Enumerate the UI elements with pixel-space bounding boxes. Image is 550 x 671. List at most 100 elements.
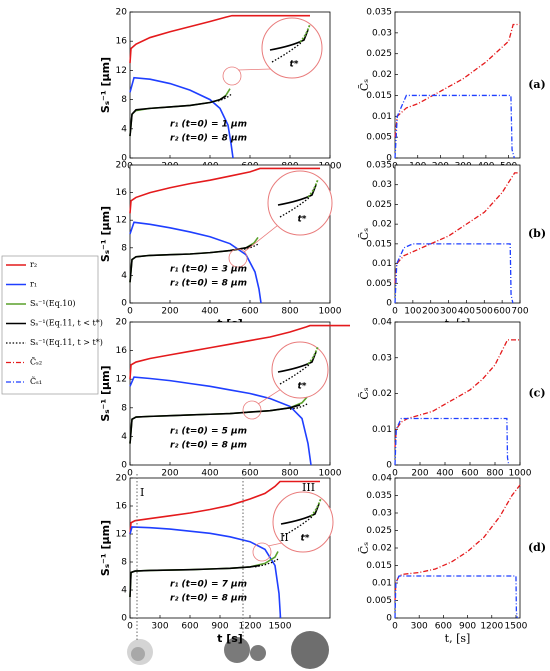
x-tick-label: 200 [411, 469, 428, 479]
x-tick-label: 600 [241, 469, 258, 479]
sphere [224, 637, 250, 663]
y-tick-label: 0.01 [372, 579, 392, 589]
zoom-connector [237, 68, 272, 71]
x-tick-label: 100 [404, 307, 421, 317]
x-axis-label: t [s] [217, 632, 243, 645]
y-tick-label: 0 [386, 154, 392, 164]
x-tick-label: 400 [201, 469, 218, 479]
series-line [289, 402, 309, 410]
series-line [129, 14, 310, 64]
x-tick-label: 300 [440, 307, 457, 317]
inset-curve [277, 351, 317, 373]
legend-label: r₁ [30, 280, 37, 289]
y-tick-label: 20 [116, 161, 128, 171]
panel-label: (c) [528, 387, 545, 400]
annotation: r₂ (t=0) = 8 μm [170, 279, 247, 289]
x-tick-label: 600 [181, 622, 198, 632]
x-tick-label: 0 [127, 622, 133, 632]
y-tick-label: 0.03 [372, 509, 392, 519]
series-line [394, 94, 515, 159]
y-axis-label: C̃ₛ [358, 387, 371, 399]
inset-curve [271, 41, 303, 63]
chart: 0 4 8 12 16 20 0 300 600 900 1200 1500 t [s] Sₛ⁻¹ [μm… [99, 474, 334, 645]
annotation: t* [297, 382, 306, 392]
y-tick-label: 0.01 [372, 259, 392, 269]
plot-area [394, 321, 521, 466]
y-tick-label: 0.01 [372, 112, 392, 122]
annotation: r₁ (t=0) = 3 μm [170, 265, 247, 275]
inset-curve [279, 363, 311, 385]
x-tick-label: 0 [392, 307, 398, 317]
y-tick-label: 4 [121, 124, 127, 134]
series-line [394, 23, 520, 138]
x-tick-label: 900 [211, 622, 228, 632]
annotation: r₁ (t=0) = 5 μm [170, 427, 247, 437]
sphere-illustrations [127, 631, 329, 669]
x-axis-label: t, [s] [445, 632, 471, 645]
x-tick-label: 200 [161, 469, 178, 479]
y-tick-label: 8 [121, 95, 127, 105]
chart: 0 0.005 0.01 0.015 0.02 0.025 0.03 0.035 0.04 0 30… [358, 474, 546, 646]
y-tick-label: 12 [116, 66, 127, 76]
annotation: II [280, 531, 289, 544]
annotation: I [140, 486, 144, 499]
y-tick-label: 4 [121, 271, 127, 281]
y-tick-label: 16 [116, 502, 128, 512]
x-tick-label: 1000 [319, 307, 342, 317]
sphere [250, 645, 266, 661]
y-tick-label: 20 [116, 474, 128, 484]
sphere [131, 647, 145, 661]
series-line [129, 221, 262, 304]
inset-curve [280, 503, 320, 525]
y-axis-label: Sₛ⁻¹ [μm] [99, 520, 112, 576]
y-tick-label: 0 [121, 461, 127, 471]
x-tick-label: 200 [422, 307, 439, 317]
y-tick-label: 0 [121, 154, 127, 164]
x-tick-label: 800 [281, 307, 298, 317]
y-tick-label: 8 [121, 403, 127, 413]
x-tick-label: 400 [458, 307, 475, 317]
y-tick-label: 0.025 [366, 526, 392, 536]
y-tick-label: 0.015 [366, 239, 392, 249]
y-tick-label: 0 [386, 614, 392, 624]
series-line [394, 243, 514, 304]
x-tick-label: 600 [435, 622, 452, 632]
x-tick-label: 500 [476, 307, 493, 317]
y-tick-label: 0.03 [372, 353, 392, 363]
y-tick-label: 16 [116, 37, 128, 47]
chart: 00.010.020.030.0402004006008001000t, [s]… [358, 318, 546, 493]
series-line [129, 324, 350, 380]
y-tick-label: 8 [121, 558, 127, 568]
y-axis-label: Sₛ⁻¹ [μm] [99, 365, 112, 421]
y-tick-label: 0.025 [366, 49, 392, 59]
legend: r₂ r₁ Sₛ⁻¹(Eq.10) Sₛ⁻¹(Eq.11, t < t*) Sₛ⁻¹(E… [1, 255, 103, 395]
y-tick-label: 0.02 [372, 70, 392, 80]
y-tick-label: 16 [116, 188, 128, 198]
x-tick-label: 700 [511, 307, 528, 317]
legend-label: Sₛ⁻¹(Eq.10) [30, 299, 76, 308]
chart: 04812162002004006008001000t [s]Sₛ⁻¹ [μm]… [99, 8, 342, 186]
y-axis-label: C̃ₛ [358, 79, 371, 91]
y-tick-label: 0.005 [366, 596, 392, 606]
y-tick-label: 12 [116, 375, 127, 385]
y-tick-label: 0.035 [366, 161, 392, 171]
chart: 04812162002004006008001000t [s]Sₛ⁻¹ [μm]… [99, 318, 350, 492]
y-tick-label: 8 [121, 243, 127, 253]
x-tick-label: 0 [127, 469, 133, 479]
y-tick-label: 0.035 [366, 8, 392, 18]
y-tick-label: 0.015 [366, 91, 392, 101]
x-tick-label: 800 [281, 469, 298, 479]
series-line [129, 167, 320, 214]
y-tick-label: 0.04 [372, 474, 392, 484]
y-tick-label: 0.03 [372, 180, 392, 190]
y-axis-label: C̃ₛ [358, 228, 371, 240]
y-tick-label: 0.02 [372, 389, 392, 399]
x-tick-label: 1200 [480, 622, 503, 632]
y-tick-label: 12 [116, 216, 127, 226]
series-line [129, 376, 312, 466]
annotation: t* [300, 534, 309, 544]
y-tick-label: 0.035 [366, 491, 392, 501]
inset-curve [277, 184, 317, 206]
y-tick-label: 0 [386, 299, 392, 309]
inset-curve [299, 23, 311, 43]
